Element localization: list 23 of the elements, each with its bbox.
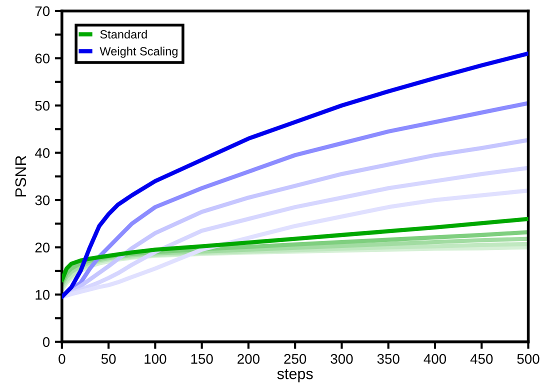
x-tick-label: 200	[238, 354, 260, 364]
x-tick-label: 100	[144, 354, 166, 364]
x-tick-label: 250	[284, 354, 306, 364]
x-tick-label: 400	[424, 354, 446, 364]
x-tick-label: 350	[377, 354, 400, 364]
y-tick-label: 20	[35, 242, 50, 252]
y-tick-label: 40	[34, 148, 50, 158]
x-tick-label: 50	[101, 354, 116, 364]
y-tick-label: 50	[35, 100, 50, 111]
x-axis-title: steps	[277, 369, 313, 382]
legend-label: Weight Scaling	[100, 46, 178, 58]
x-tick-label: 150	[191, 354, 213, 364]
y-tick-label: 70	[35, 6, 50, 16]
y-tick-label: 30	[35, 195, 50, 206]
y-tick-label: 0	[42, 337, 50, 347]
x-tick-label: 500	[517, 354, 540, 364]
x-tick-label: 300	[330, 354, 353, 364]
y-tick-label: 10	[36, 290, 50, 300]
y-tick-label: 60	[35, 54, 50, 64]
x-tick-label: 450	[470, 354, 493, 364]
legend-label: Standard	[100, 30, 147, 39]
x-tick-label: 0	[58, 354, 66, 364]
y-axis-title: PSNR	[15, 156, 26, 196]
